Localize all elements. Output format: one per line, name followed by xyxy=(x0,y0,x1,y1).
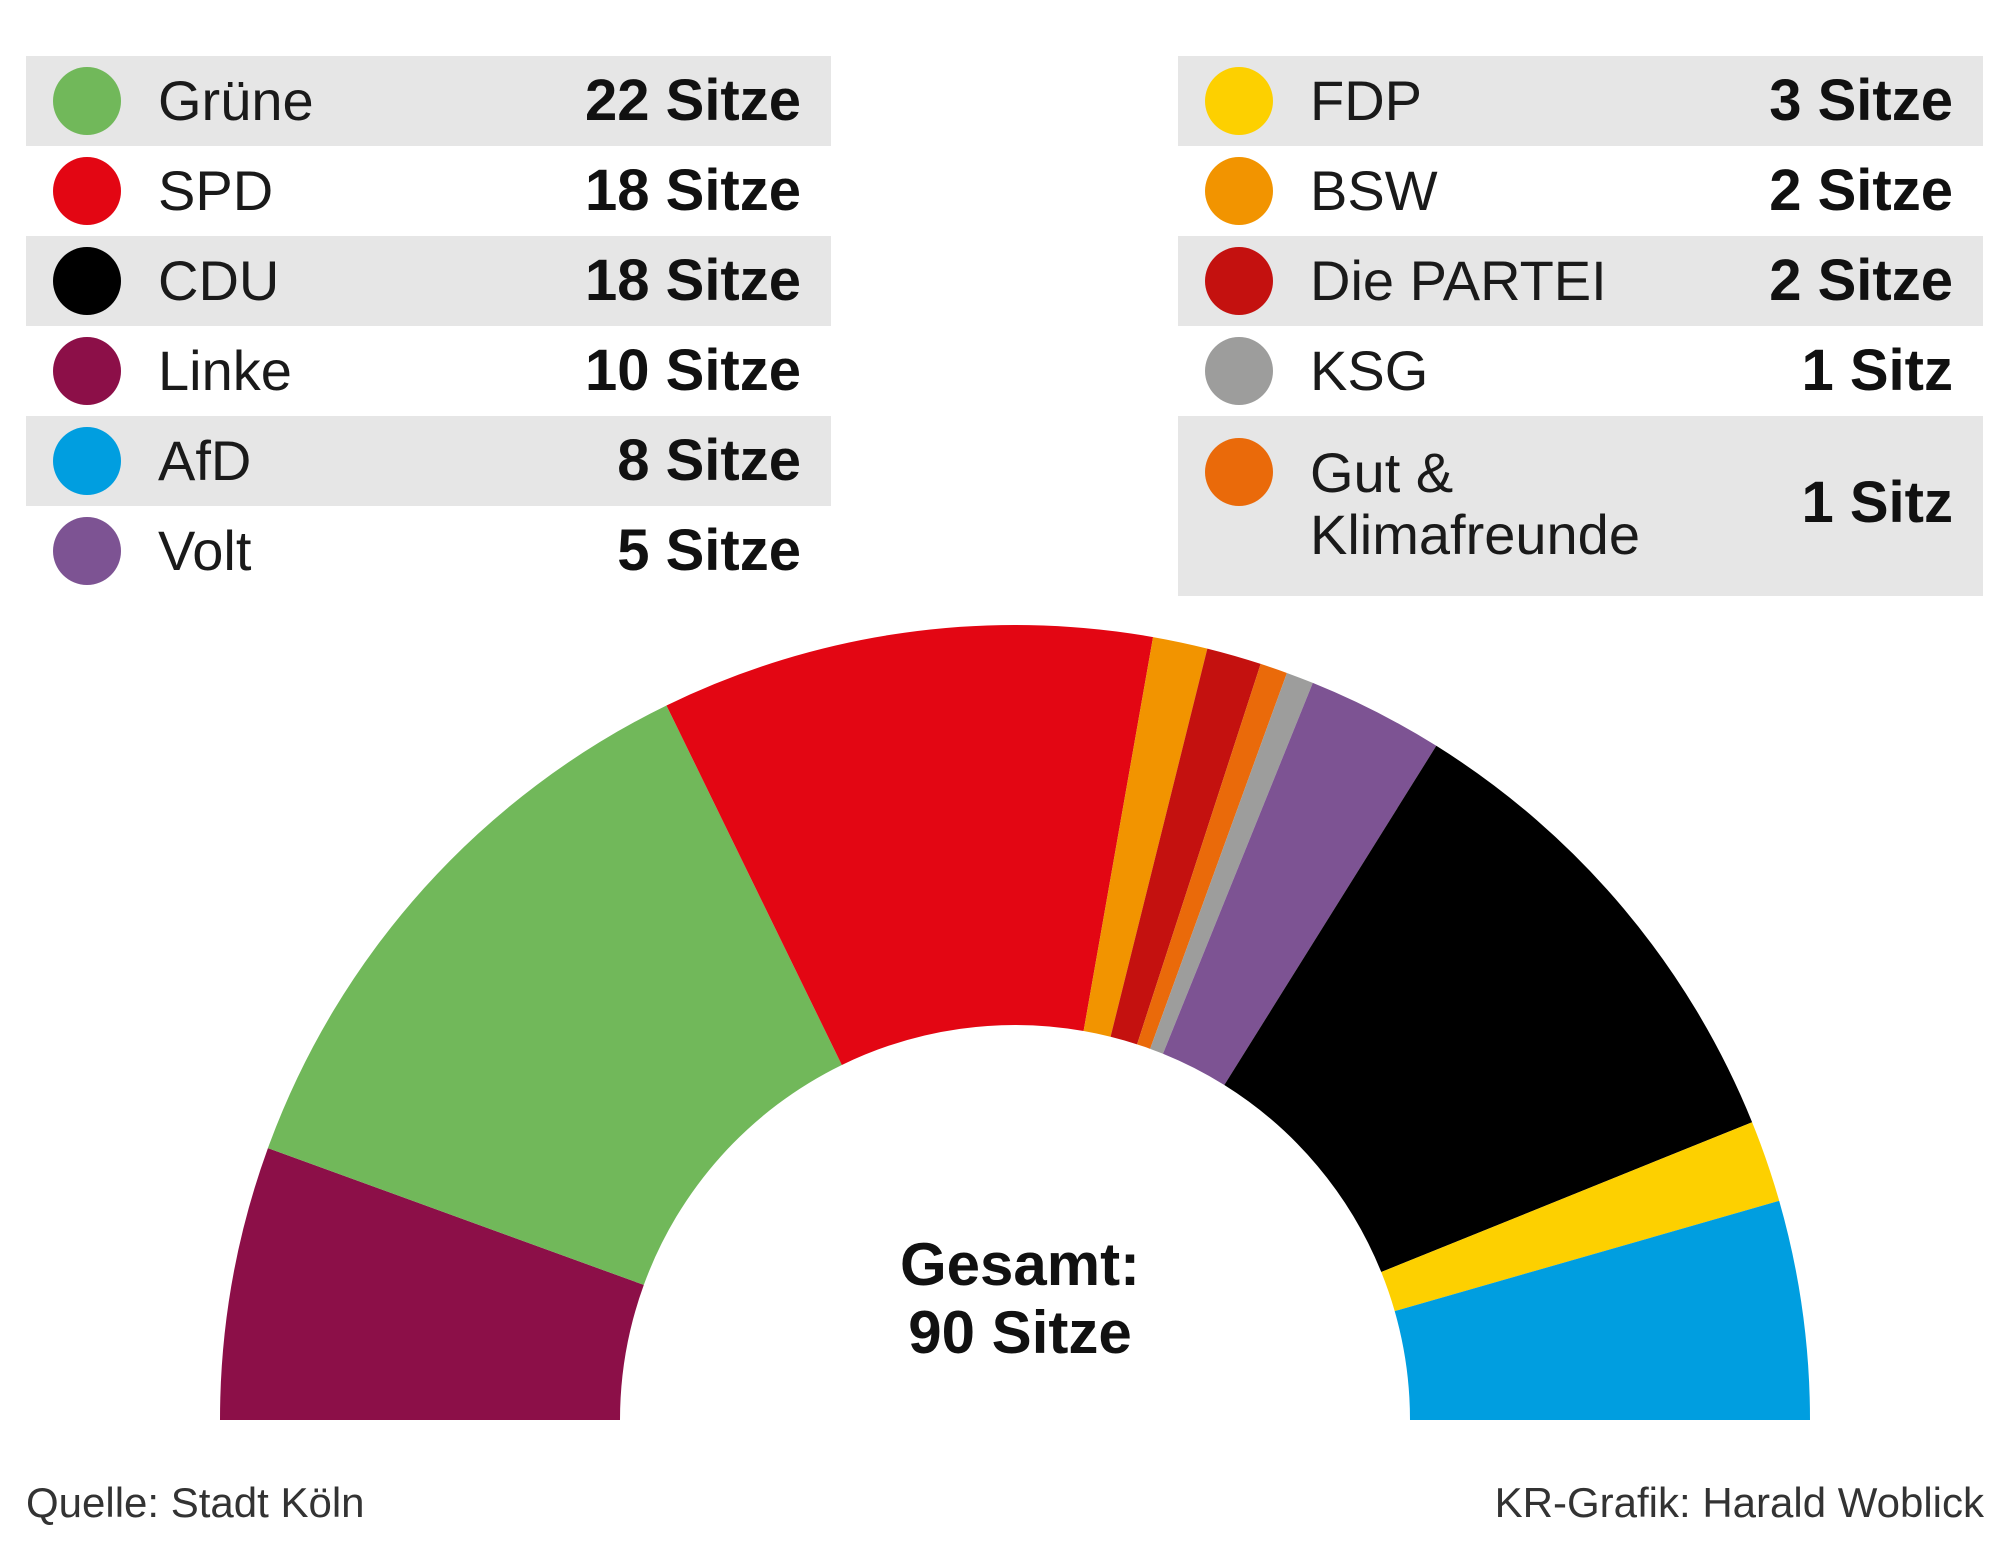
legend-swatch xyxy=(53,157,121,225)
legend-item-fdp: FDP 3 Sitze xyxy=(1178,56,1983,146)
legend-seat-count: 18 Sitze xyxy=(585,158,801,223)
arc-segment-afd xyxy=(1394,1200,1810,1420)
legend-party-name: KSG xyxy=(1310,339,1429,402)
legend-item-cdu: CDU 18 Sitze xyxy=(26,236,831,326)
legend-seat-count: 5 Sitze xyxy=(617,518,801,583)
legend-swatch xyxy=(53,337,121,405)
legend-party-name: AfD xyxy=(158,429,252,492)
legend-left: Grüne 22 Sitze SPD 18 Sitze CDU 18 Sitze Linke… xyxy=(26,56,831,596)
legend-seat-count: 8 Sitze xyxy=(617,428,801,493)
arc-segment-gruene xyxy=(267,705,842,1285)
legend-item-gut-und-klimafreunde: Gut & Klimafreunde 1 Sitz xyxy=(1178,416,1983,596)
legend-swatch xyxy=(1205,247,1273,315)
legend-seat-count: 3 Sitze xyxy=(1769,68,1953,133)
legend-item-afd: AfD 8 Sitze xyxy=(26,416,831,506)
legend-swatch xyxy=(53,517,121,585)
arc-segment-ksg xyxy=(1150,672,1313,1054)
source-note: Quelle: Stadt Köln xyxy=(26,1479,365,1526)
legend-item-die-partei: Die PARTEI 2 Sitze xyxy=(1178,236,1983,326)
graphic-credit: KR-Grafik: Harald Woblick xyxy=(1494,1479,1984,1526)
legend-seat-count: 1 Sitz xyxy=(1801,338,1954,403)
legend-swatch xyxy=(53,247,121,315)
legend-seat-count: 18 Sitze xyxy=(585,248,801,313)
legend-party-name: BSW xyxy=(1310,159,1438,222)
legend-swatch xyxy=(53,67,121,135)
legend-party-name: Gut & Klimafreunde xyxy=(1310,441,1640,566)
legend-item-volt: Volt 5 Sitze xyxy=(26,506,831,596)
arc-segment-bsw xyxy=(1083,637,1208,1037)
legend-party-name: FDP xyxy=(1310,69,1422,132)
legend-item-bsw: BSW 2 Sitze xyxy=(1178,146,1983,236)
legend-swatch xyxy=(1205,438,1273,506)
arc-segment-volt xyxy=(1162,682,1437,1086)
arc-segment-spd xyxy=(666,625,1154,1065)
legend-party-name: Die PARTEI xyxy=(1310,249,1607,312)
legend-item-gruene: Grüne 22 Sitze xyxy=(26,56,831,146)
legend-party-name: SPD xyxy=(158,159,274,222)
arc-segment-cdu xyxy=(1224,745,1753,1273)
legend-item-linke: Linke 10 Sitze xyxy=(26,326,831,416)
total-label: Gesamt: xyxy=(899,1231,1141,1298)
legend-right: FDP 3 Sitze BSW 2 Sitze Die PARTEI 2 Sitze KSG… xyxy=(1178,56,1983,596)
arc-segment-linke xyxy=(220,1148,644,1420)
legend-swatch xyxy=(1205,337,1273,405)
legend-party-name: Grüne xyxy=(158,69,314,132)
legend-swatch xyxy=(1205,157,1273,225)
legend-party-name: Linke xyxy=(158,339,292,402)
legend-item-spd: SPD 18 Sitze xyxy=(26,146,831,236)
legend-seat-count: 2 Sitze xyxy=(1769,248,1953,313)
legend-swatch xyxy=(53,427,121,495)
total-value: 90 Sitze xyxy=(908,1299,1132,1366)
legend-seat-count: 2 Sitze xyxy=(1769,158,1953,223)
legend-seat-count: 22 Sitze xyxy=(585,68,801,133)
legend-seat-count: 10 Sitze xyxy=(585,338,801,403)
arc-segment-gut-und-klimafreunde xyxy=(1137,663,1287,1049)
legend-item-ksg: KSG 1 Sitz xyxy=(1178,326,1983,416)
legend-party-name: CDU xyxy=(158,249,280,312)
legend-swatch xyxy=(1205,67,1273,135)
arc-segment-die-partei xyxy=(1110,648,1261,1045)
arc-segment-fdp xyxy=(1381,1122,1780,1312)
legend-seat-count: 1 Sitz xyxy=(1801,470,1954,535)
legend-party-name: Volt xyxy=(158,519,252,582)
